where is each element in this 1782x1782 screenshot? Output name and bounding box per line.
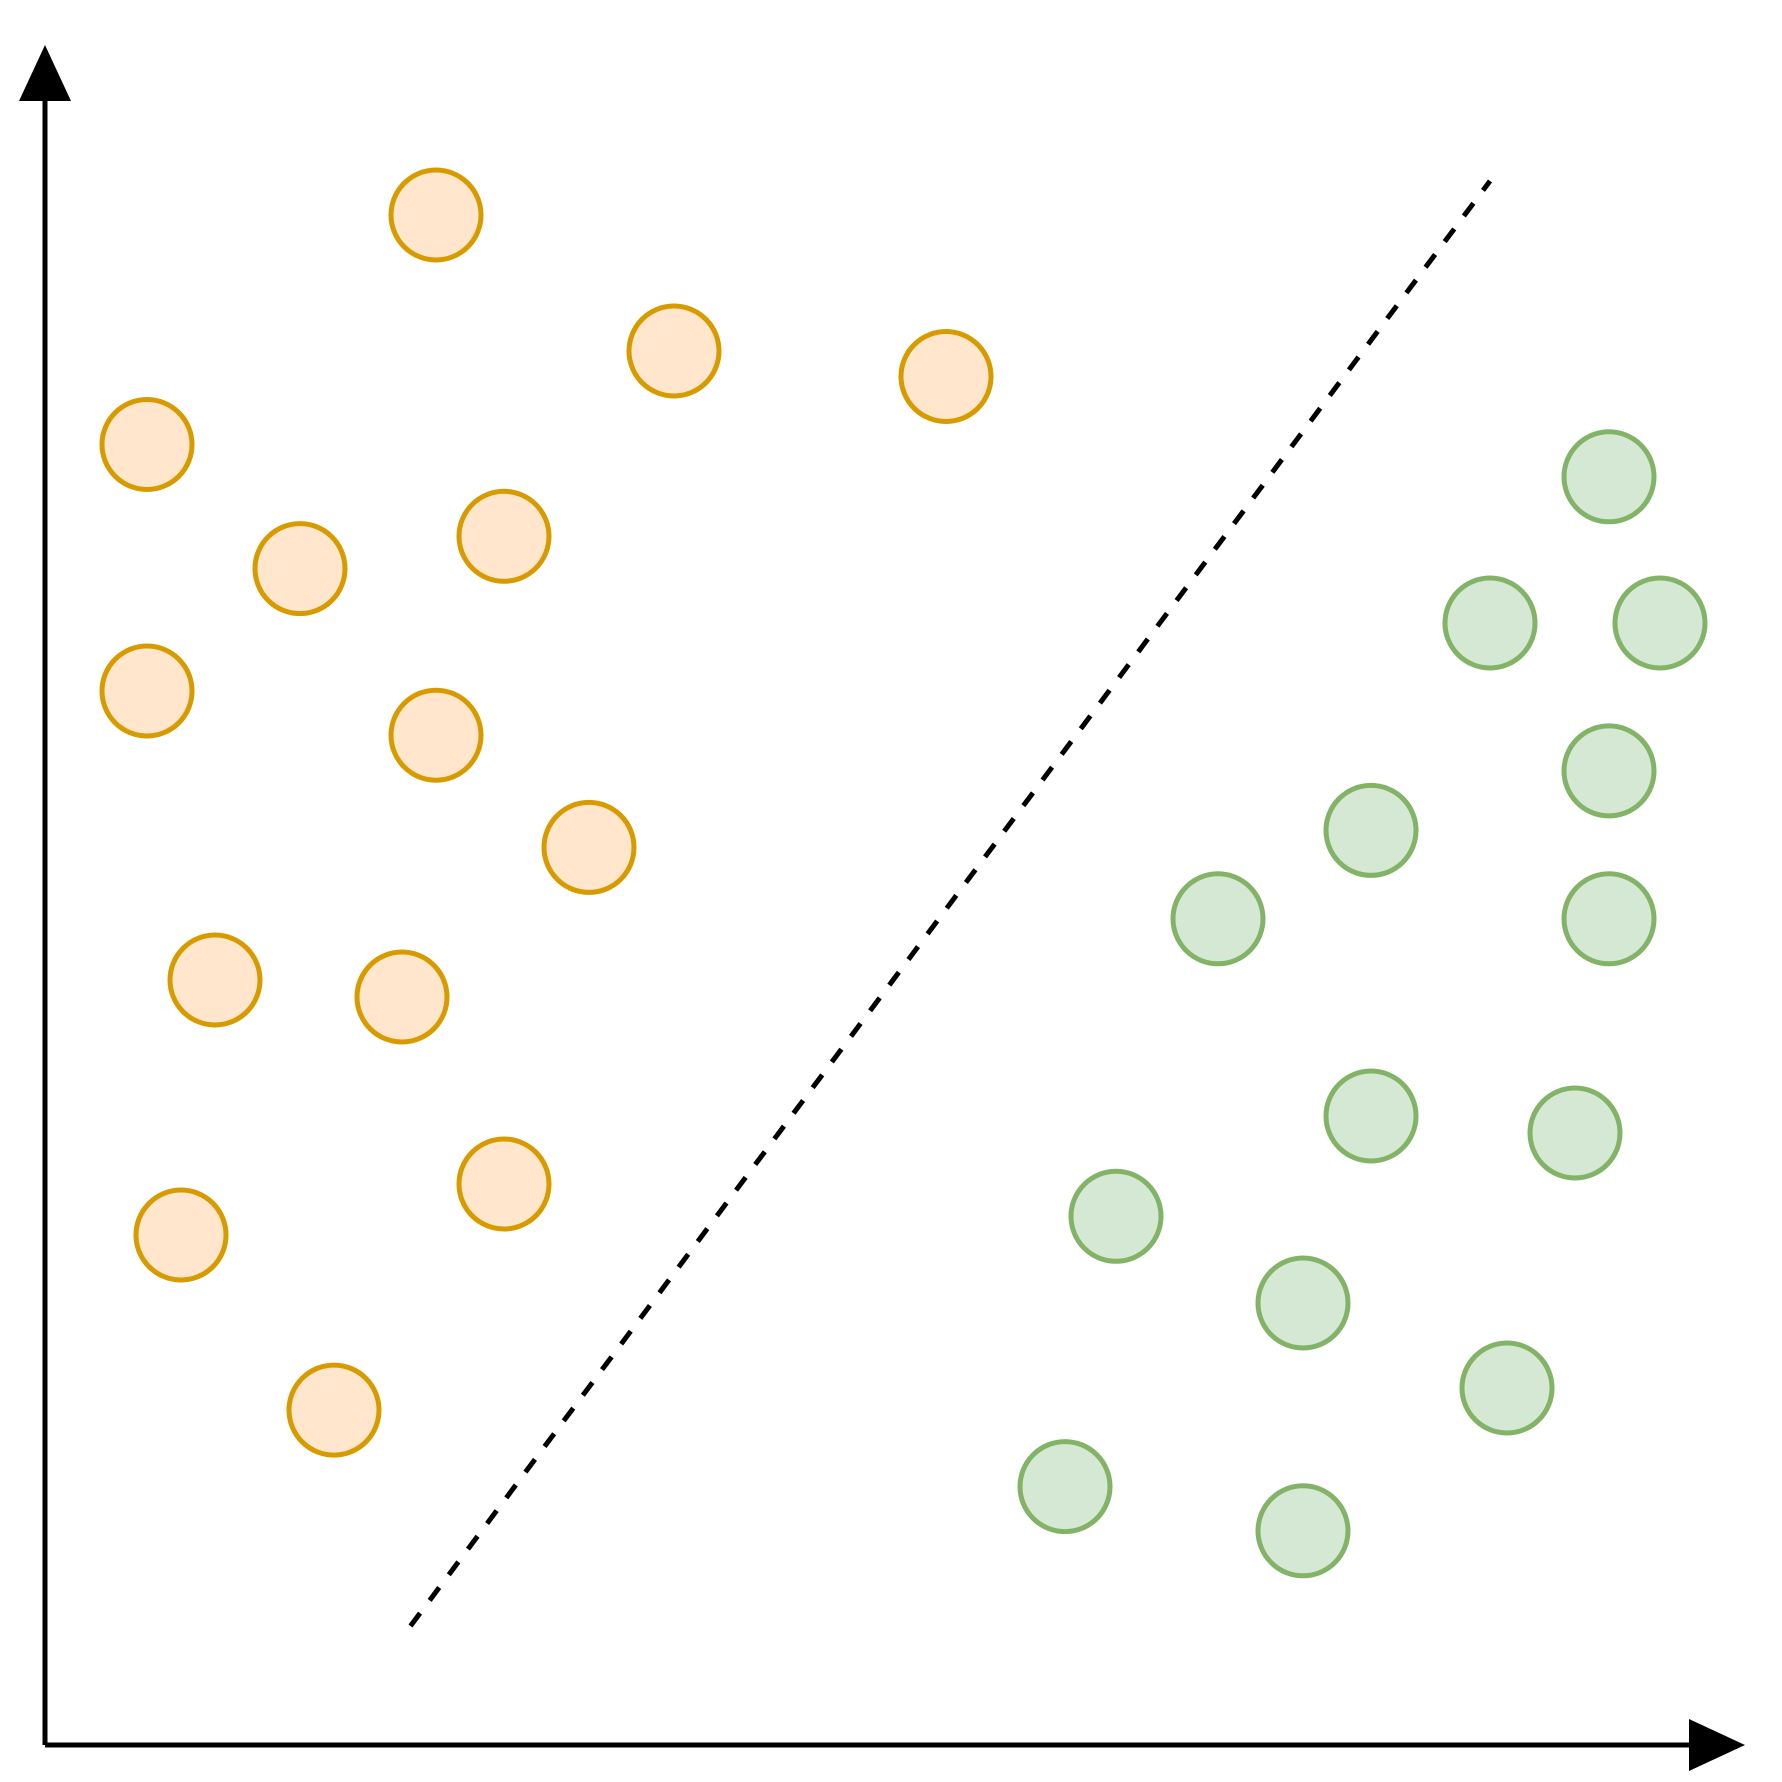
data-point bbox=[1017, 1439, 1113, 1535]
data-point bbox=[133, 1187, 229, 1283]
data-point bbox=[1612, 575, 1708, 671]
data-point bbox=[354, 949, 450, 1045]
data-point bbox=[1170, 871, 1266, 967]
data-point bbox=[1527, 1085, 1623, 1181]
data-point bbox=[1255, 1255, 1351, 1351]
data-point bbox=[898, 329, 994, 424]
data-point bbox=[252, 521, 348, 617]
data-point bbox=[1323, 782, 1419, 878]
data-point bbox=[1561, 871, 1657, 967]
data-point bbox=[541, 799, 637, 895]
data-point bbox=[388, 687, 484, 783]
data-point bbox=[1561, 429, 1657, 525]
data-points-layer bbox=[99, 167, 1708, 1579]
data-point bbox=[456, 488, 552, 584]
y-axis-arrow-icon bbox=[19, 45, 71, 101]
data-point bbox=[1561, 723, 1657, 819]
data-point bbox=[1323, 1068, 1419, 1164]
decision-boundary-layer bbox=[408, 179, 1493, 1628]
data-point bbox=[456, 1136, 552, 1232]
data-point bbox=[99, 643, 195, 739]
data-point bbox=[1442, 575, 1538, 671]
x-axis-arrow-icon bbox=[1689, 1719, 1745, 1771]
data-point bbox=[626, 303, 722, 399]
decision-boundary-line bbox=[408, 179, 1493, 1628]
point-series-2 bbox=[1017, 429, 1708, 1579]
data-point bbox=[1255, 1483, 1351, 1579]
data-point bbox=[286, 1362, 382, 1458]
data-point bbox=[167, 932, 263, 1028]
data-point bbox=[1459, 1340, 1555, 1436]
data-point bbox=[1068, 1168, 1164, 1264]
data-point bbox=[388, 167, 484, 263]
axes bbox=[19, 45, 1745, 1771]
point-series-1 bbox=[99, 167, 994, 1458]
data-point bbox=[99, 397, 195, 492]
